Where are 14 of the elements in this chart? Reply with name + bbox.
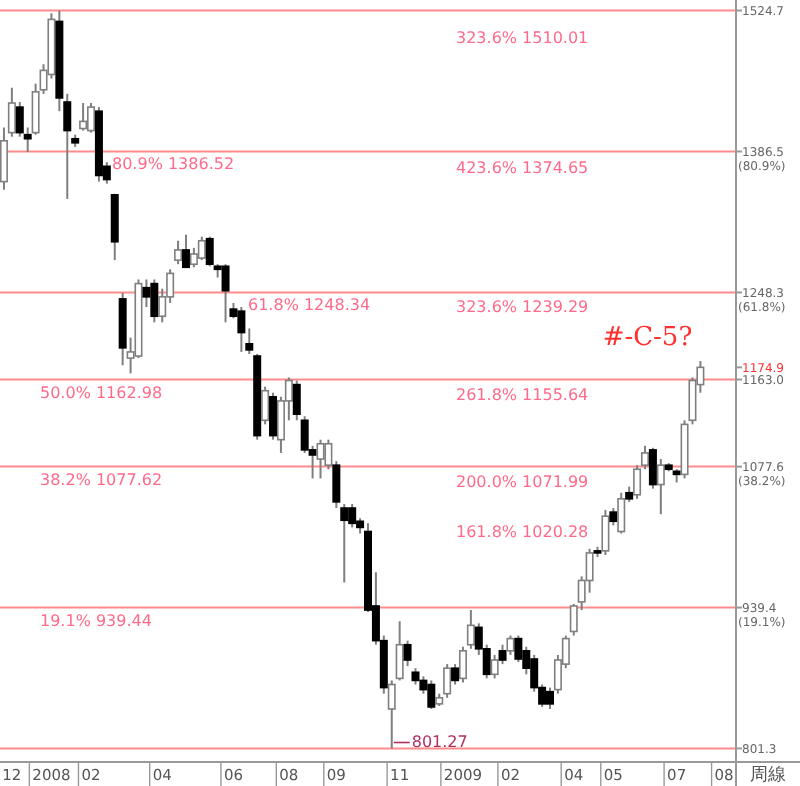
ref-line-label: 801.27 [411,732,468,751]
annotation: 161.8% 1020.28 [456,523,589,542]
annotation: #-C-5? [602,323,693,354]
ref-line-label: 61.8% 1248.34 [248,296,371,315]
annotation: 200.0% 1071.99 [456,472,589,491]
x-axis-title: 周線 [750,764,786,786]
annotation: 261.8% 1155.64 [456,385,589,404]
ref-line-label: 80.9% 1386.52 [112,155,235,174]
annotation: 423.6% 1374.65 [456,159,589,178]
ref-line-label: 38.2% 1077.62 [40,470,163,489]
ref-line-label: 19.1% 939.44 [40,611,152,630]
annotation: 323.6% 1510.01 [456,28,589,47]
annotation: 323.6% 1239.29 [456,298,589,317]
ref-line-label: 50.0% 1162.98 [40,383,163,402]
